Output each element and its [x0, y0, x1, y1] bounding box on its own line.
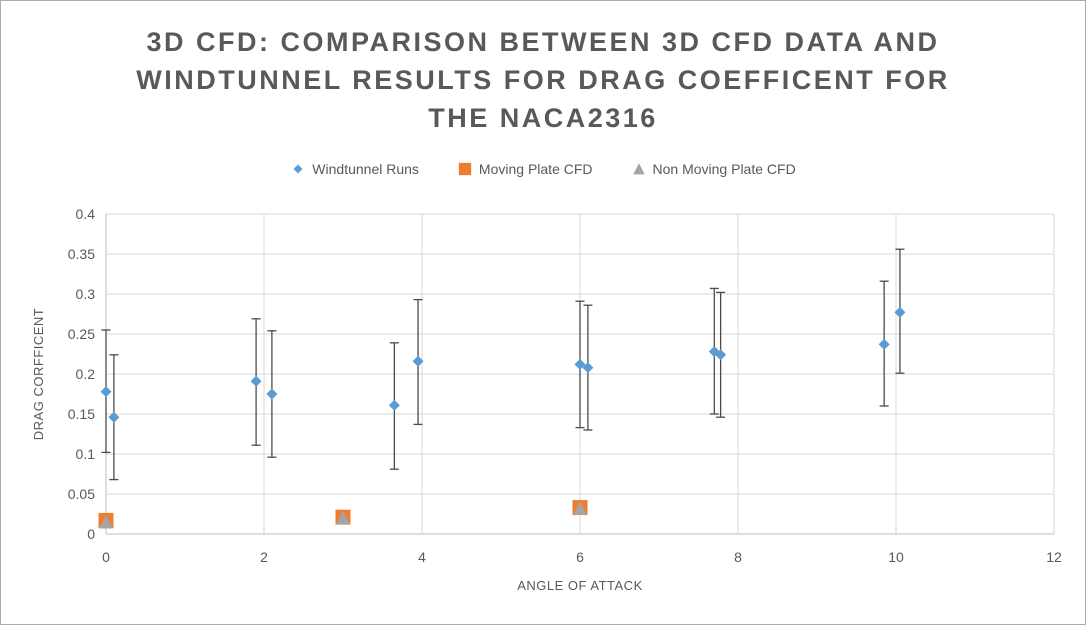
chart-title-line-1: 3D CFD: COMPARISON BETWEEN 3D CFD DATA A…: [146, 27, 940, 57]
x-axis-tick-labels: 0 2 4 6 8 10 12: [102, 549, 1062, 565]
legend-item-windtunnel-runs[interactable]: Windtunnel Runs: [290, 161, 419, 177]
x-axis-title: ANGLE OF ATTACK: [517, 578, 642, 593]
triangle-marker-icon: [631, 161, 647, 177]
legend-label: Moving Plate CFD: [478, 161, 593, 177]
square-marker-icon: [457, 161, 473, 177]
gridlines: [106, 213, 1055, 534]
svg-text:0.4: 0.4: [76, 206, 96, 222]
legend-label: Non Moving Plate CFD: [652, 161, 796, 177]
svg-text:0.35: 0.35: [68, 246, 95, 262]
error-bars-windtunnel-runs: [101, 248, 905, 481]
svg-text:0: 0: [102, 549, 110, 565]
chart-title-line-3: THE NACA2316: [428, 103, 658, 133]
svg-text:8: 8: [734, 549, 742, 565]
svg-text:10: 10: [888, 549, 904, 565]
legend-item-moving-plate-cfd[interactable]: Moving Plate CFD: [457, 161, 593, 177]
svg-text:6: 6: [576, 549, 584, 565]
diamond-marker-icon: [290, 161, 306, 177]
svg-text:0.3: 0.3: [76, 286, 96, 302]
series-windtunnel-runs[interactable]: [100, 306, 906, 423]
svg-text:0: 0: [87, 526, 95, 542]
svg-text:4: 4: [418, 549, 426, 565]
y-axis-tick-labels: 0 0.05 0.1 0.15 0.2 0.25 0.3 0.35 0.4: [68, 206, 95, 542]
legend: Windtunnel Runs Moving Plate CFD Non Movin…: [1, 161, 1085, 177]
chart-title-line-2: WINDTUNNEL RESULTS FOR DRAG COEFFICENT F…: [136, 65, 950, 95]
svg-text:0.05: 0.05: [68, 486, 95, 502]
legend-item-non-moving-plate-cfd[interactable]: Non Moving Plate CFD: [631, 161, 796, 177]
svg-text:12: 12: [1046, 549, 1062, 565]
legend-label: Windtunnel Runs: [312, 161, 419, 177]
series-non-moving-plate-cfd[interactable]: [99, 501, 587, 529]
svg-text:0.15: 0.15: [68, 406, 95, 422]
y-axis-title: DRAG CORFFICENT: [31, 308, 46, 440]
svg-text:2: 2: [260, 549, 268, 565]
svg-text:0.25: 0.25: [68, 326, 95, 342]
svg-text:0.1: 0.1: [76, 446, 96, 462]
svg-text:0.2: 0.2: [76, 366, 96, 382]
chart-title: 3D CFD: COMPARISON BETWEEN 3D CFD DATA A…: [1, 23, 1085, 137]
